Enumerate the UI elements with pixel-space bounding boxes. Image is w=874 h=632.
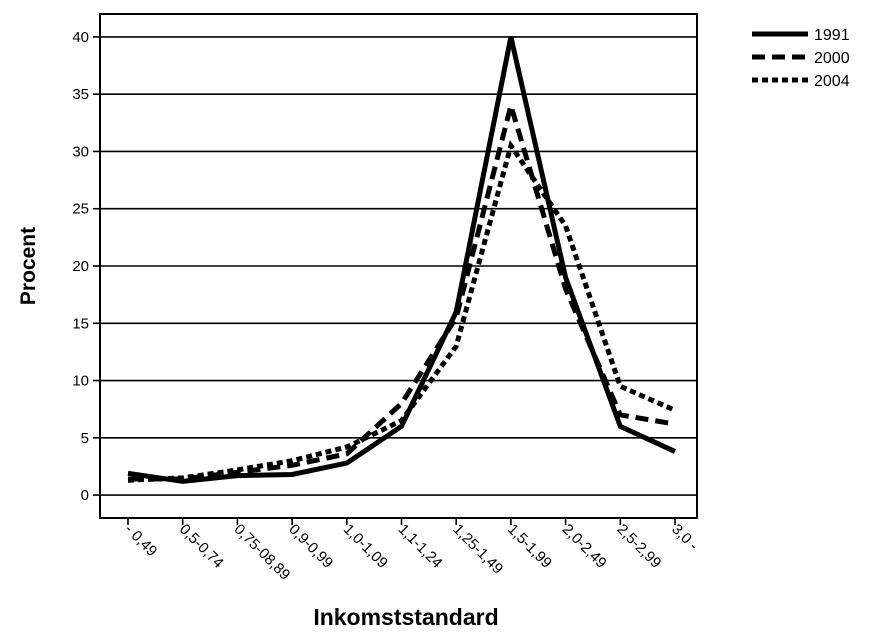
x-tick-label: 3,0 -: [668, 521, 701, 554]
x-tick-label: 2,5-2,99: [613, 521, 664, 572]
y-axis: 0 5 10 15 20 25 30 35 40: [72, 29, 100, 504]
y-tick-label: 25: [72, 201, 89, 218]
x-tick-label: 1,5-1,99: [504, 521, 555, 572]
y-axis-title: Procent: [17, 227, 40, 305]
legend-label-2000: 2000: [814, 50, 850, 67]
x-axis-title: Inkomststandard: [313, 604, 498, 630]
y-tick-label: 15: [72, 315, 89, 332]
x-tick-label: 1,25-1,49: [449, 521, 506, 578]
x-tick-label: 0,5-0,74: [176, 521, 227, 572]
legend-label-2004: 2004: [814, 73, 850, 90]
x-tick-label: 1,0-1,09: [340, 521, 391, 572]
x-tick-label: 1,1-1,24: [395, 521, 446, 572]
x-axis: - 0,49 0,5-0,74 0,75-08,890,9-0,99 1,0-1,09…: [121, 518, 701, 584]
x-tick-label: 0,75-08,89: [231, 521, 294, 584]
series-line-1991: [127, 36, 677, 484]
x-tick-label: 2,0-2,49: [559, 521, 610, 572]
y-tick-label: 35: [72, 86, 89, 103]
legend: 1991 2000 2004: [752, 27, 850, 90]
y-tick-label: 30: [72, 143, 89, 160]
y-tick-label: 0: [81, 487, 89, 504]
y-tick-label: 10: [72, 373, 89, 390]
y-tick-label: 20: [72, 258, 89, 275]
series-lines: [127, 36, 677, 484]
x-tick-label: 0,9-0,99: [285, 521, 336, 572]
series-line-2004: [127, 139, 677, 483]
y-tick-label: 5: [81, 430, 89, 447]
legend-label-1991: 1991: [814, 27, 850, 44]
x-tick-label: - 0,49: [121, 521, 160, 560]
y-tick-label: 40: [72, 29, 89, 46]
